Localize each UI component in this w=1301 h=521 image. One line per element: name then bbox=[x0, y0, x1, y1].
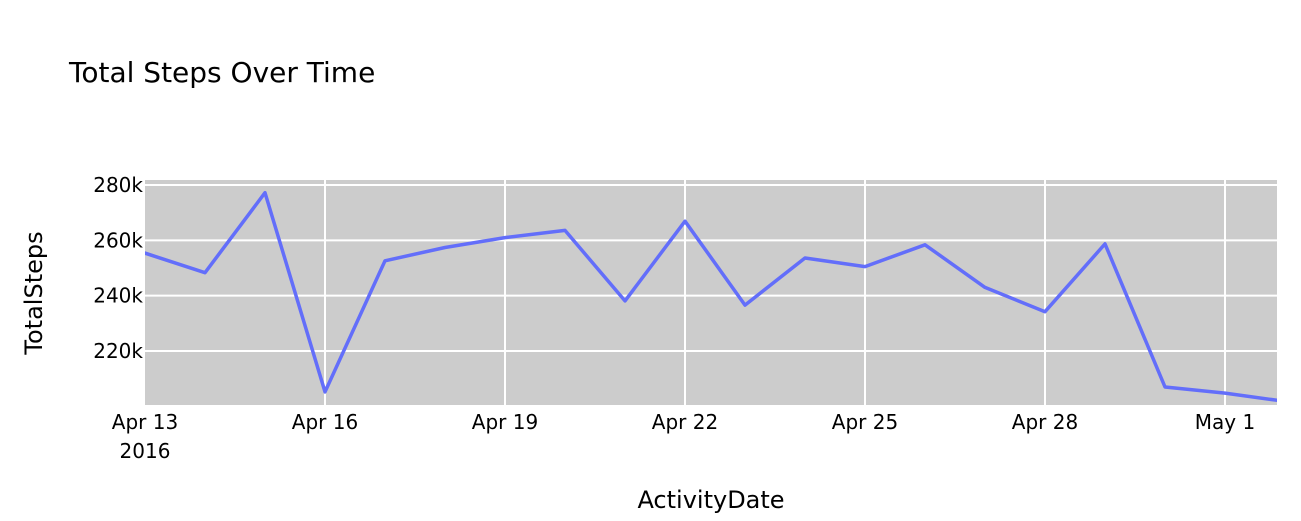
y-tick-label: 260k bbox=[93, 228, 143, 252]
y-axis-title: TotalSteps bbox=[20, 231, 48, 355]
x-axis-title: ActivityDate bbox=[637, 486, 784, 514]
x-tick-label: Apr 19 bbox=[472, 410, 538, 434]
x-tick-label: Apr 22 bbox=[652, 410, 718, 434]
chart-title: Total Steps Over Time bbox=[69, 56, 376, 89]
x-tick-sublabel: 2016 bbox=[120, 439, 171, 463]
x-tick-label: Apr 25 bbox=[832, 410, 898, 434]
series-line-0 bbox=[145, 190, 1277, 403]
series-layer bbox=[145, 190, 1277, 403]
plot-background bbox=[145, 180, 1277, 405]
y-axis-ticks: 220k 240k 260k 280k bbox=[93, 173, 143, 363]
grid-lines bbox=[145, 180, 1277, 405]
y-tick-label: 220k bbox=[93, 339, 143, 363]
x-tick-label: May 1 bbox=[1195, 410, 1255, 434]
x-tick-label: Apr 28 bbox=[1012, 410, 1078, 434]
y-tick-label: 240k bbox=[93, 284, 143, 308]
x-tick-label: Apr 13 bbox=[112, 410, 178, 434]
x-axis-ticks: Apr 13 2016 Apr 16 Apr 19 Apr 22 Apr 25 Apr 28… bbox=[112, 410, 1255, 463]
x-tick-label: Apr 16 bbox=[292, 410, 358, 434]
y-tick-label: 280k bbox=[93, 173, 143, 197]
